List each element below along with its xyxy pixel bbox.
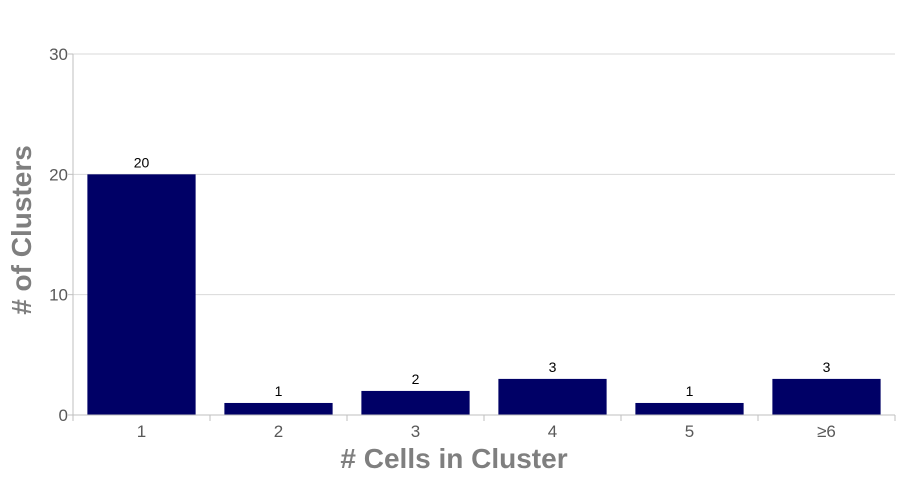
bar	[87, 174, 196, 415]
data-label: 2	[412, 371, 420, 387]
x-tick-label: 5	[685, 422, 694, 441]
data-label: 20	[134, 154, 150, 170]
y-axis-title: # of Clusters	[6, 145, 37, 315]
data-label: 1	[686, 383, 694, 399]
bars	[87, 174, 881, 415]
bar	[361, 390, 470, 415]
y-tick-label: 20	[49, 165, 68, 184]
x-tick-label: 4	[548, 422, 557, 441]
x-axis-title: # Cells in Cluster	[340, 443, 567, 474]
bar	[772, 378, 881, 415]
y-tick-label: 30	[49, 45, 68, 64]
bar	[224, 402, 333, 415]
y-tick-label: 0	[59, 406, 68, 425]
x-tick-label: 2	[274, 422, 283, 441]
bar	[498, 378, 607, 415]
x-axis-ticks: 1 2 3 4 5 ≥6	[72, 415, 896, 441]
data-label: 3	[823, 359, 831, 375]
x-tick-label: 3	[411, 422, 420, 441]
data-label: 3	[549, 359, 557, 375]
gridlines	[73, 53, 895, 296]
y-axis-ticks: 0 10 20 30	[49, 45, 73, 425]
y-tick-label: 10	[49, 286, 68, 305]
bar	[635, 402, 744, 415]
data-labels: 20 1 2 3 1 3	[134, 154, 831, 399]
x-tick-label: 1	[137, 422, 146, 441]
x-tick-label: ≥6	[817, 422, 836, 441]
data-label: 1	[275, 383, 283, 399]
